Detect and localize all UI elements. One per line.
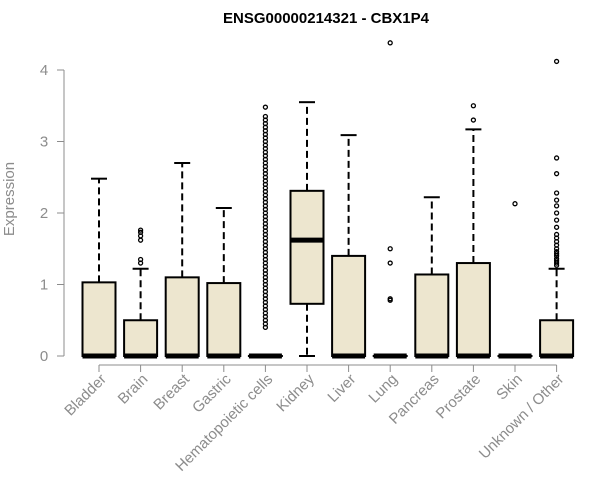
box-group [164,161,200,359]
x-tick-label: Skin [493,371,526,404]
outlier-point [553,155,560,161]
outlier-point [553,251,560,257]
box-iqr [414,273,450,357]
box-group [206,206,242,359]
outlier-point [553,197,560,203]
box-iqr [331,254,367,357]
y-tick-label: 0 [40,348,48,365]
box-iqr [164,276,200,358]
outlier-point [137,237,144,243]
outlier-point [553,256,560,262]
outlier-point [553,258,560,264]
outlier-point [137,227,144,233]
box-iqr [455,262,491,357]
box-iqr [289,189,325,305]
x-tick-label: Breast [150,370,193,413]
outlier-point [553,210,560,216]
box-iqr [539,319,575,357]
y-axis-label: Expression [1,162,18,236]
outlier-point [553,203,560,209]
outlier-point [262,104,269,110]
outlier-point [137,256,144,263]
box-series [81,40,575,359]
outlier-point [553,231,560,238]
y-tick-label: 3 [40,134,48,151]
box-iqr [81,281,117,358]
outlier-point [553,58,560,65]
x-tick-label: Bladder [61,371,110,420]
outlier-point [553,248,560,255]
box-iqr [206,282,242,358]
x-tick-label: Brain [115,371,152,408]
y-axis: 0 1 2 3 4 [40,62,65,365]
outlier-point [387,296,393,302]
outlier-point [553,224,560,230]
outlier-point [387,246,393,252]
chart-title: ENSG00000214321 - CBX1P4 [223,10,430,27]
outlier-point [387,40,393,46]
outlier-point [137,229,144,235]
outlier-point [553,171,560,177]
outlier-point [553,190,560,196]
outlier-point [470,117,477,123]
box-group [455,103,491,359]
box-group [247,104,283,359]
x-tick-label: Liver [324,371,359,406]
outlier-point [262,113,269,120]
box-group [539,58,575,359]
box-group [372,40,408,359]
outlier-point [387,260,393,266]
box-group [497,201,533,359]
box-group [331,134,367,359]
y-tick-label: 4 [40,62,48,79]
box-group [123,227,159,359]
box-group [81,177,117,359]
y-tick-label: 2 [40,205,48,222]
x-tick-label: Lung [365,371,401,407]
box-group [289,101,325,357]
x-tick-label: Kidney [273,370,318,415]
outlier-point [512,201,518,207]
box-group [414,196,450,359]
x-tick-label: Prostate [433,371,485,423]
y-tick-label: 1 [40,277,48,294]
box-iqr [123,319,159,357]
outlier-point [470,103,477,109]
outlier-point [553,217,560,223]
